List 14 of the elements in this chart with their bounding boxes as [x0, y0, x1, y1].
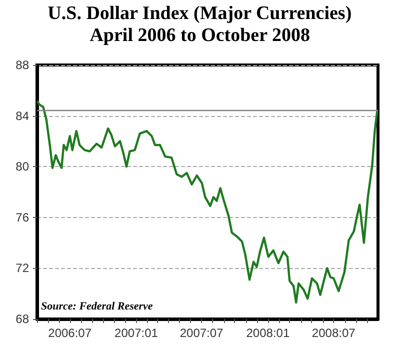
y-tick-label: 84	[16, 108, 30, 123]
y-tick-label: 88	[16, 58, 30, 72]
x-tick-label: 2008:01	[246, 326, 290, 340]
chart-title: U.S. Dollar Index (Major Currencies)	[48, 3, 352, 24]
chart-subtitle: April 2006 to October 2008	[90, 25, 310, 46]
y-tick-label: 72	[16, 261, 30, 276]
x-tick-label: 2008:07	[312, 326, 356, 340]
x-tick-label: 2007:01	[114, 326, 158, 340]
x-tick-label: 2006:07	[48, 326, 92, 340]
y-tick-label: 68	[16, 312, 30, 326]
y-tick-label: 76	[16, 210, 30, 224]
x-tick-label: 2007:07	[180, 326, 224, 340]
annotation: Source: Federal Reserve	[41, 300, 153, 312]
y-tick-label: 80	[16, 160, 30, 174]
